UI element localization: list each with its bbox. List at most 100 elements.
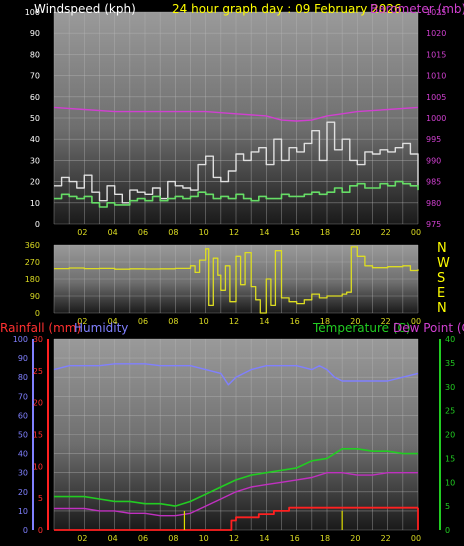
- humidity-ytick-label: 40: [18, 450, 28, 459]
- windspeed-ytick-label: 70: [30, 72, 40, 81]
- compass-e: E: [437, 286, 446, 301]
- panel-3-xtick-label: 06: [138, 534, 148, 543]
- barometer-ytick-label: 980: [426, 199, 441, 208]
- panel-1-xtick-label: 04: [108, 228, 118, 237]
- humidity-ytick-label: 100: [13, 335, 28, 344]
- barometer-ytick-label: 1010: [426, 72, 446, 81]
- compass-n-bottom: N: [437, 301, 447, 316]
- winddir-ytick-label: 180: [25, 275, 40, 284]
- panel-1-xtick-label: 14: [259, 228, 269, 237]
- panel-2-xtick-label: 06: [138, 317, 148, 326]
- temperature-line: [54, 448, 418, 507]
- rainfall-ytick-label: 30: [33, 335, 43, 344]
- windspeed-ytick-label: 0: [35, 220, 40, 229]
- panel-2-xtick-label: 10: [199, 317, 209, 326]
- panel-1-xtick-label: 12: [229, 228, 239, 237]
- panel-3-xtick-label: 00: [411, 534, 421, 543]
- temperature-ytick-label: 40: [445, 335, 455, 344]
- temperature-ytick-label: 0: [445, 526, 450, 535]
- compass-s: S: [437, 271, 446, 286]
- chart-main-title: 24 hour graph day : 09 February 2026: [172, 2, 402, 16]
- temperature-axis-title: Temperature (C): [313, 321, 411, 335]
- panel-1-xtick-label: 16: [290, 228, 300, 237]
- panel-3-xtick-label: 14: [259, 534, 269, 543]
- compass-n-top: N: [437, 241, 447, 256]
- winddir-ytick-label: 0: [35, 309, 40, 318]
- barometer-line: [53, 106, 419, 122]
- humidity-ytick-label: 10: [18, 507, 28, 516]
- winddir-ytick-label: 270: [25, 258, 40, 267]
- rainfall-ytick-label: 0: [38, 526, 43, 535]
- barometer-ytick-label: 975: [426, 220, 441, 229]
- humidity-axis-title: Humidity: [74, 321, 129, 335]
- panel-2-xtick-label: 12: [229, 317, 239, 326]
- humidity-ytick-label: 90: [18, 354, 28, 363]
- panel-2-xtick-label: 22: [381, 317, 391, 326]
- barometer-ytick-label: 995: [426, 135, 441, 144]
- panel-3-xtick-label: 18: [320, 534, 330, 543]
- panel-3-xtick-label: 02: [77, 534, 87, 543]
- temperature-ytick-label: 10: [445, 478, 455, 487]
- panel-1-xtick-label: 22: [381, 228, 391, 237]
- windspeed-line: [54, 121, 419, 204]
- barometer-ytick-label: 1005: [426, 93, 446, 102]
- temperature-ytick-label: 35: [445, 359, 455, 368]
- rainfall-ytick-label: 25: [33, 367, 43, 376]
- rainfall-ytick-label: 5: [38, 494, 43, 503]
- windspeed-ytick-label: 40: [30, 135, 40, 144]
- humidity-ytick-label: 0: [23, 526, 28, 535]
- panel-2-xtick-label: 02: [77, 317, 87, 326]
- panel-3-xtick-label: 04: [108, 534, 118, 543]
- windspeed-ytick-label: 100: [25, 8, 40, 17]
- dewpoint-line: [54, 472, 418, 517]
- humidity-ytick-label: 30: [18, 469, 28, 478]
- humidity-ytick-label: 70: [18, 392, 28, 401]
- panel-3-xtick-label: 16: [290, 534, 300, 543]
- panel-3-xtick-label: 22: [381, 534, 391, 543]
- panel-2-xtick-label: 20: [350, 317, 360, 326]
- windspeed-ytick-label: 20: [30, 178, 40, 187]
- rainfall-ytick-label: 10: [33, 462, 43, 471]
- panel-2-xtick-label: 14: [259, 317, 269, 326]
- humidity-ytick-label: 60: [18, 411, 28, 420]
- windspeed-ytick-label: 50: [30, 114, 40, 123]
- panel-1-xtick-label: 00: [411, 228, 421, 237]
- humidity-ytick-label: 50: [18, 431, 28, 440]
- panel-1-xtick-label: 10: [199, 228, 209, 237]
- panel-2-xtick-label: 08: [168, 317, 178, 326]
- compass-w: W: [437, 256, 450, 271]
- humidity-ytick-label: 20: [18, 488, 28, 497]
- wind-direction-line: [54, 246, 419, 314]
- temperature-ytick-label: 20: [445, 431, 455, 440]
- barometer-ytick-label: 1000: [426, 114, 446, 123]
- rainfall-ytick-label: 15: [33, 431, 43, 440]
- panel-3-xtick-label: 20: [350, 534, 360, 543]
- windspeed-ytick-label: 30: [30, 156, 40, 165]
- panel-3-xtick-label: 08: [168, 534, 178, 543]
- temperature-ytick-label: 15: [445, 454, 455, 463]
- dewpoint-axis-title: Dew Point (C): [393, 322, 464, 334]
- rainfall-line: [54, 506, 418, 531]
- barometer-ytick-label: 1025: [426, 8, 446, 17]
- winddir-ytick-label: 360: [25, 241, 40, 250]
- barometer-ytick-label: 1020: [426, 29, 446, 38]
- windspeed-ytick-label: 60: [30, 93, 40, 102]
- panel-1-xtick-label: 06: [138, 228, 148, 237]
- humidity-ytick-label: 80: [18, 373, 28, 382]
- wind-average-line: [54, 180, 419, 208]
- panel-3-xtick-label: 12: [229, 534, 239, 543]
- windspeed-ytick-label: 80: [30, 50, 40, 59]
- winddir-ytick-label: 90: [30, 292, 40, 301]
- rainfall-axis-title: Rainfall (mm): [0, 321, 82, 335]
- panel-2-xtick-label: 18: [320, 317, 330, 326]
- humidity-line: [53, 363, 419, 386]
- windspeed-ytick-label: 90: [30, 29, 40, 38]
- temperature-ytick-label: 25: [445, 407, 455, 416]
- panel-3-xtick-label: 10: [199, 534, 209, 543]
- windspeed-ytick-label: 10: [30, 199, 40, 208]
- panel-1-xtick-label: 18: [320, 228, 330, 237]
- barometer-ytick-label: 985: [426, 178, 441, 187]
- panel-2-xtick-label: 16: [290, 317, 300, 326]
- barometer-ytick-label: 1015: [426, 50, 446, 59]
